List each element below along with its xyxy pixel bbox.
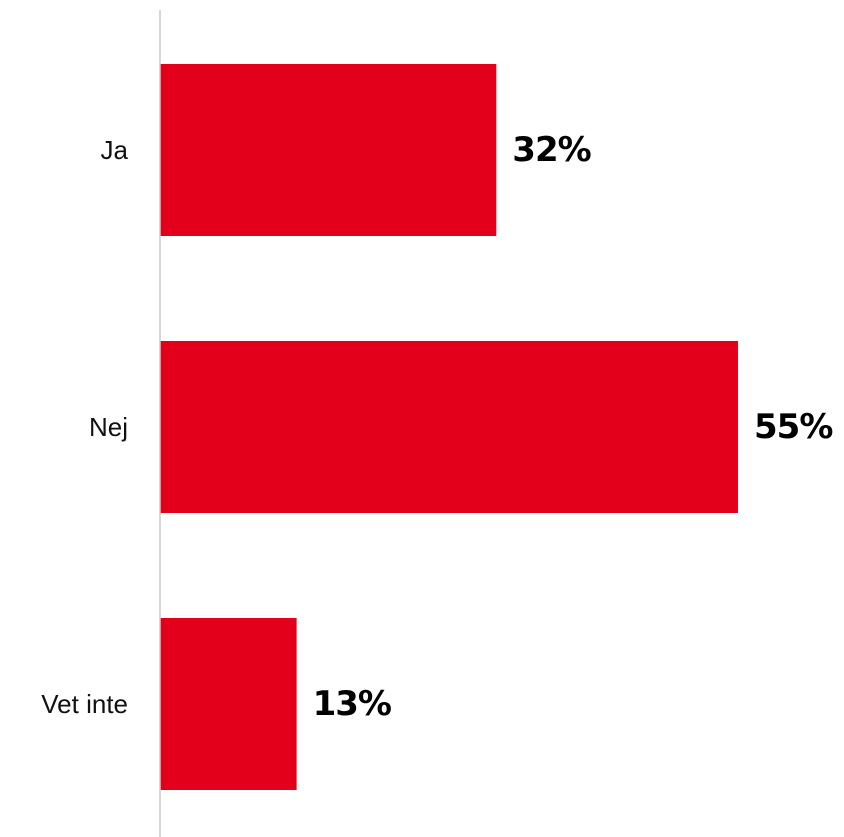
bar-vet-inte [160,618,297,790]
value-labels: 32% 55% 13% [313,130,834,724]
bar-nej [160,341,738,513]
value-label-nej: 55% [754,407,832,447]
category-label-nej: Nej [89,412,128,442]
bar-ja [160,64,497,236]
category-label-ja: Ja [101,135,129,165]
bars-group [160,64,738,790]
value-label-vet-inte: 13% [313,684,391,724]
value-label-ja: 32% [512,130,590,170]
category-label-vet-inte: Vet inte [41,689,128,719]
category-labels: Ja Nej Vet inte [41,135,128,719]
